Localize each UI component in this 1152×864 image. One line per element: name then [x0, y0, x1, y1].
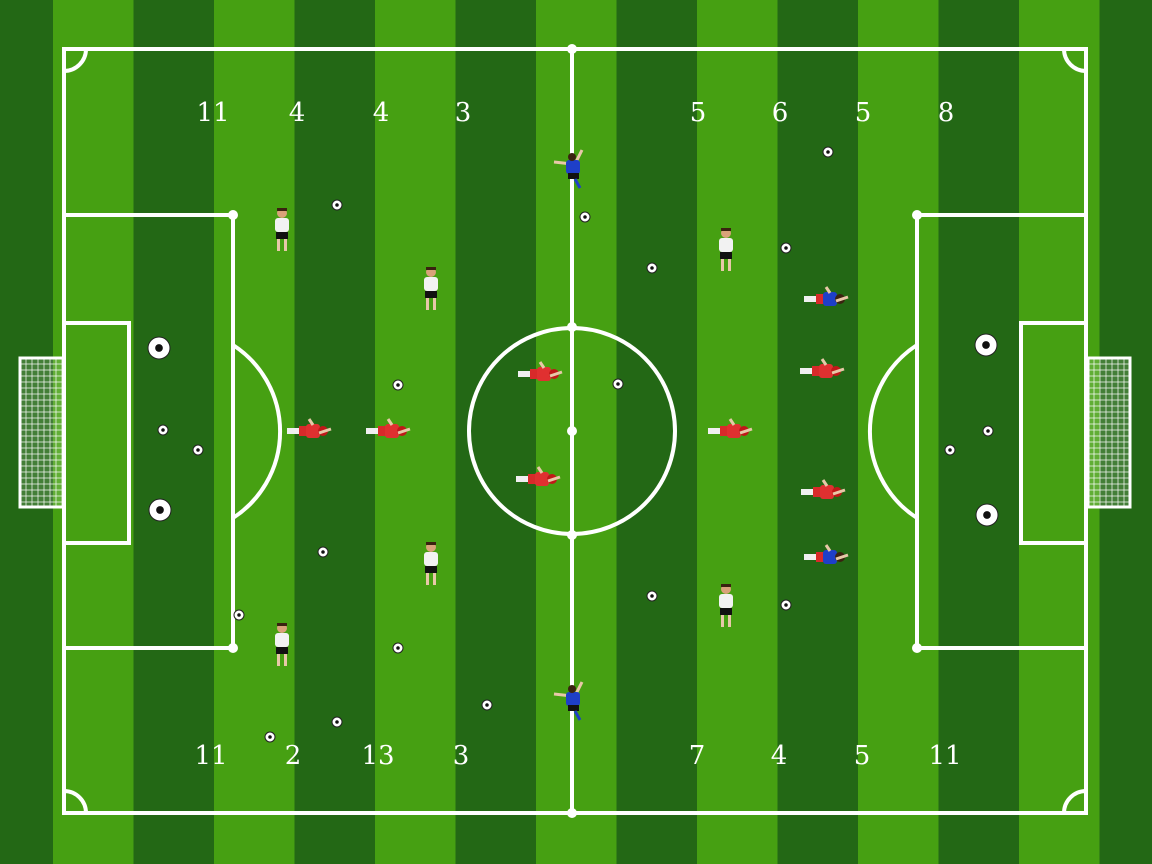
player-blue-team	[553, 681, 584, 721]
top-numbers: 11 4 4 3 5 6 5 8	[196, 98, 954, 128]
soccer-ball	[148, 498, 172, 522]
balls	[147, 146, 999, 743]
corner-arc-br	[1062, 789, 1087, 814]
top-number: 5	[855, 98, 872, 128]
soccer-ball	[646, 262, 658, 274]
soccer-ball	[331, 716, 343, 728]
bottom-number: 11	[194, 741, 227, 771]
corner-arc-tl	[63, 48, 88, 73]
player-white-team	[719, 584, 733, 627]
soccer-ball	[331, 199, 343, 211]
bottom-number: 5	[854, 741, 871, 771]
soccer-ball	[264, 731, 276, 743]
bottom-number: 11	[928, 741, 961, 771]
player-red-team	[516, 466, 561, 486]
right-goal-area	[1019, 321, 1088, 545]
soccer-ball	[974, 333, 998, 357]
bottom-numbers: 11 2 13 3 7 4 5 11	[194, 741, 961, 771]
line-marker-dot	[567, 322, 577, 332]
line-marker-dot	[567, 808, 577, 818]
line-marker-dot	[912, 643, 922, 653]
soccer-ball	[392, 642, 404, 654]
left-goal	[18, 356, 66, 509]
top-number: 11	[196, 98, 229, 128]
soccer-ball	[780, 599, 792, 611]
bottom-number: 13	[361, 741, 394, 771]
corner-arc-tr	[1062, 48, 1087, 73]
soccer-ball	[646, 590, 658, 602]
grass-stripe	[616, 0, 698, 864]
top-number: 6	[772, 98, 789, 128]
bottom-number: 7	[689, 741, 706, 771]
line-markers	[228, 44, 922, 818]
player-blue-team	[804, 544, 849, 564]
grass-stripe	[214, 0, 295, 864]
bottom-number: 4	[771, 741, 788, 771]
soccer-ball	[317, 546, 329, 558]
player-blue-team	[553, 149, 584, 189]
player-red-team	[801, 479, 846, 499]
player-red-team	[708, 418, 753, 438]
line-marker-dot	[228, 643, 238, 653]
top-number: 3	[455, 98, 472, 128]
soccer-ball	[392, 379, 404, 391]
soccer-ball	[233, 609, 245, 621]
soccer-ball	[192, 444, 204, 456]
bottom-number: 2	[285, 741, 302, 771]
line-marker-dot	[567, 44, 577, 54]
top-number: 8	[938, 98, 955, 128]
player-blue-team	[804, 286, 849, 306]
grass-stripe	[1099, 0, 1152, 864]
players	[275, 149, 849, 721]
left-penalty-arc	[231, 343, 283, 520]
player-red-team	[518, 361, 563, 381]
line-marker-dot	[567, 530, 577, 540]
soccer-ball	[944, 444, 956, 456]
soccer-ball	[822, 146, 834, 158]
soccer-ball	[481, 699, 493, 711]
soccer-ball	[157, 424, 169, 436]
bottom-number: 3	[453, 741, 470, 771]
line-marker-dot	[228, 210, 238, 220]
top-number: 4	[373, 98, 390, 128]
soccer-ball	[982, 425, 994, 437]
grass-stripe	[133, 0, 215, 864]
top-number: 4	[289, 98, 306, 128]
top-number: 5	[690, 98, 707, 128]
player-white-team	[424, 542, 438, 585]
corner-arc-bl	[63, 789, 88, 814]
grass-stripe	[777, 0, 859, 864]
player-white-team	[275, 208, 289, 251]
line-marker-dot	[912, 210, 922, 220]
player-red-team	[800, 358, 845, 378]
grass-stripe	[938, 0, 1020, 864]
soccer-ball	[612, 378, 624, 390]
player-white-team	[719, 228, 733, 271]
grass-stripe	[53, 0, 134, 864]
right-goal	[1086, 356, 1132, 509]
right-penalty-arc	[867, 343, 919, 520]
soccer-ball	[780, 242, 792, 254]
soccer-ball	[975, 503, 999, 527]
player-white-team	[424, 267, 438, 310]
line-marker-dot	[567, 426, 577, 436]
soccer-ball	[579, 211, 591, 223]
soccer-ball	[147, 336, 171, 360]
player-red-team	[287, 418, 332, 438]
player-white-team	[275, 623, 289, 666]
player-red-team	[366, 418, 411, 438]
